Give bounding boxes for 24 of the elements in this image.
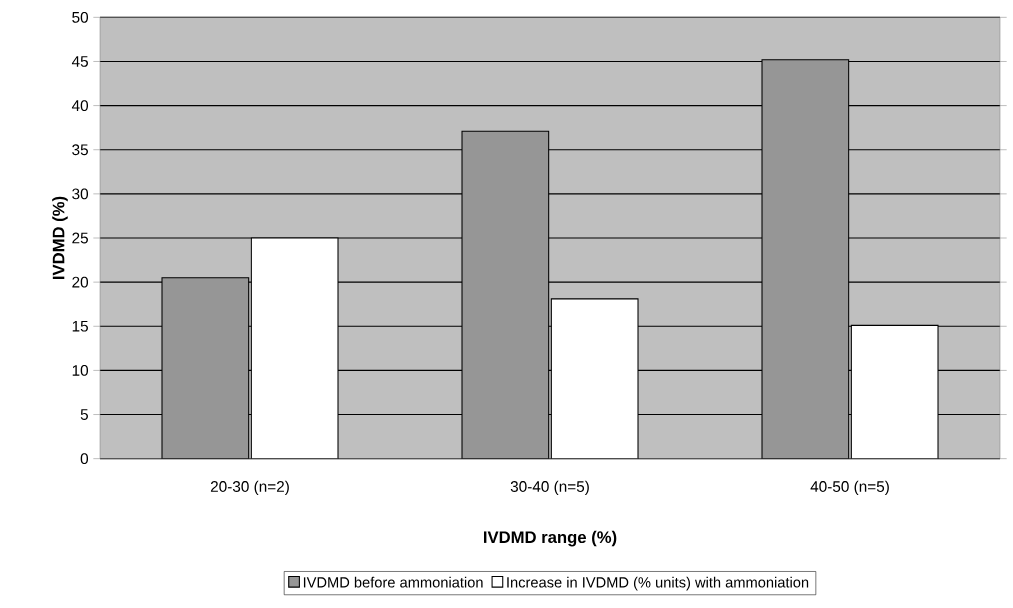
x-axis-title: IVDMD range (%) <box>483 530 617 547</box>
x-tick-label: 20-30 (n=2) <box>210 480 289 495</box>
y-tick-label: 45 <box>71 56 88 67</box>
y-tick-label: 25 <box>72 232 88 244</box>
legend-label: Increase in IVDMD (% units) with ammoniation <box>507 576 809 591</box>
bar <box>250 237 339 459</box>
y-tick-label: 35 <box>72 144 88 156</box>
y-tick-label: 30 <box>72 188 89 200</box>
y-tick-label: 50 <box>72 11 89 23</box>
y-tick-label: 40 <box>71 100 89 112</box>
x-tick-label: 30-40 (n=5) <box>510 480 589 495</box>
bar <box>550 298 639 459</box>
x-tick-label: 40-50 (n=5) <box>810 480 889 495</box>
bar <box>461 130 550 459</box>
bar <box>850 324 939 459</box>
y-tick-label: 20 <box>72 276 89 288</box>
y-tick-label: 5 <box>80 409 88 420</box>
bar <box>761 59 850 459</box>
y-axis-title: IVDMD (%) <box>52 196 68 280</box>
y-tick-label: 0 <box>80 453 89 465</box>
y-tick-label: 15 <box>72 320 88 332</box>
legend-label: IVDMD before ammoniation <box>303 576 483 588</box>
bar <box>161 277 250 459</box>
y-tick-label: 10 <box>72 364 89 376</box>
